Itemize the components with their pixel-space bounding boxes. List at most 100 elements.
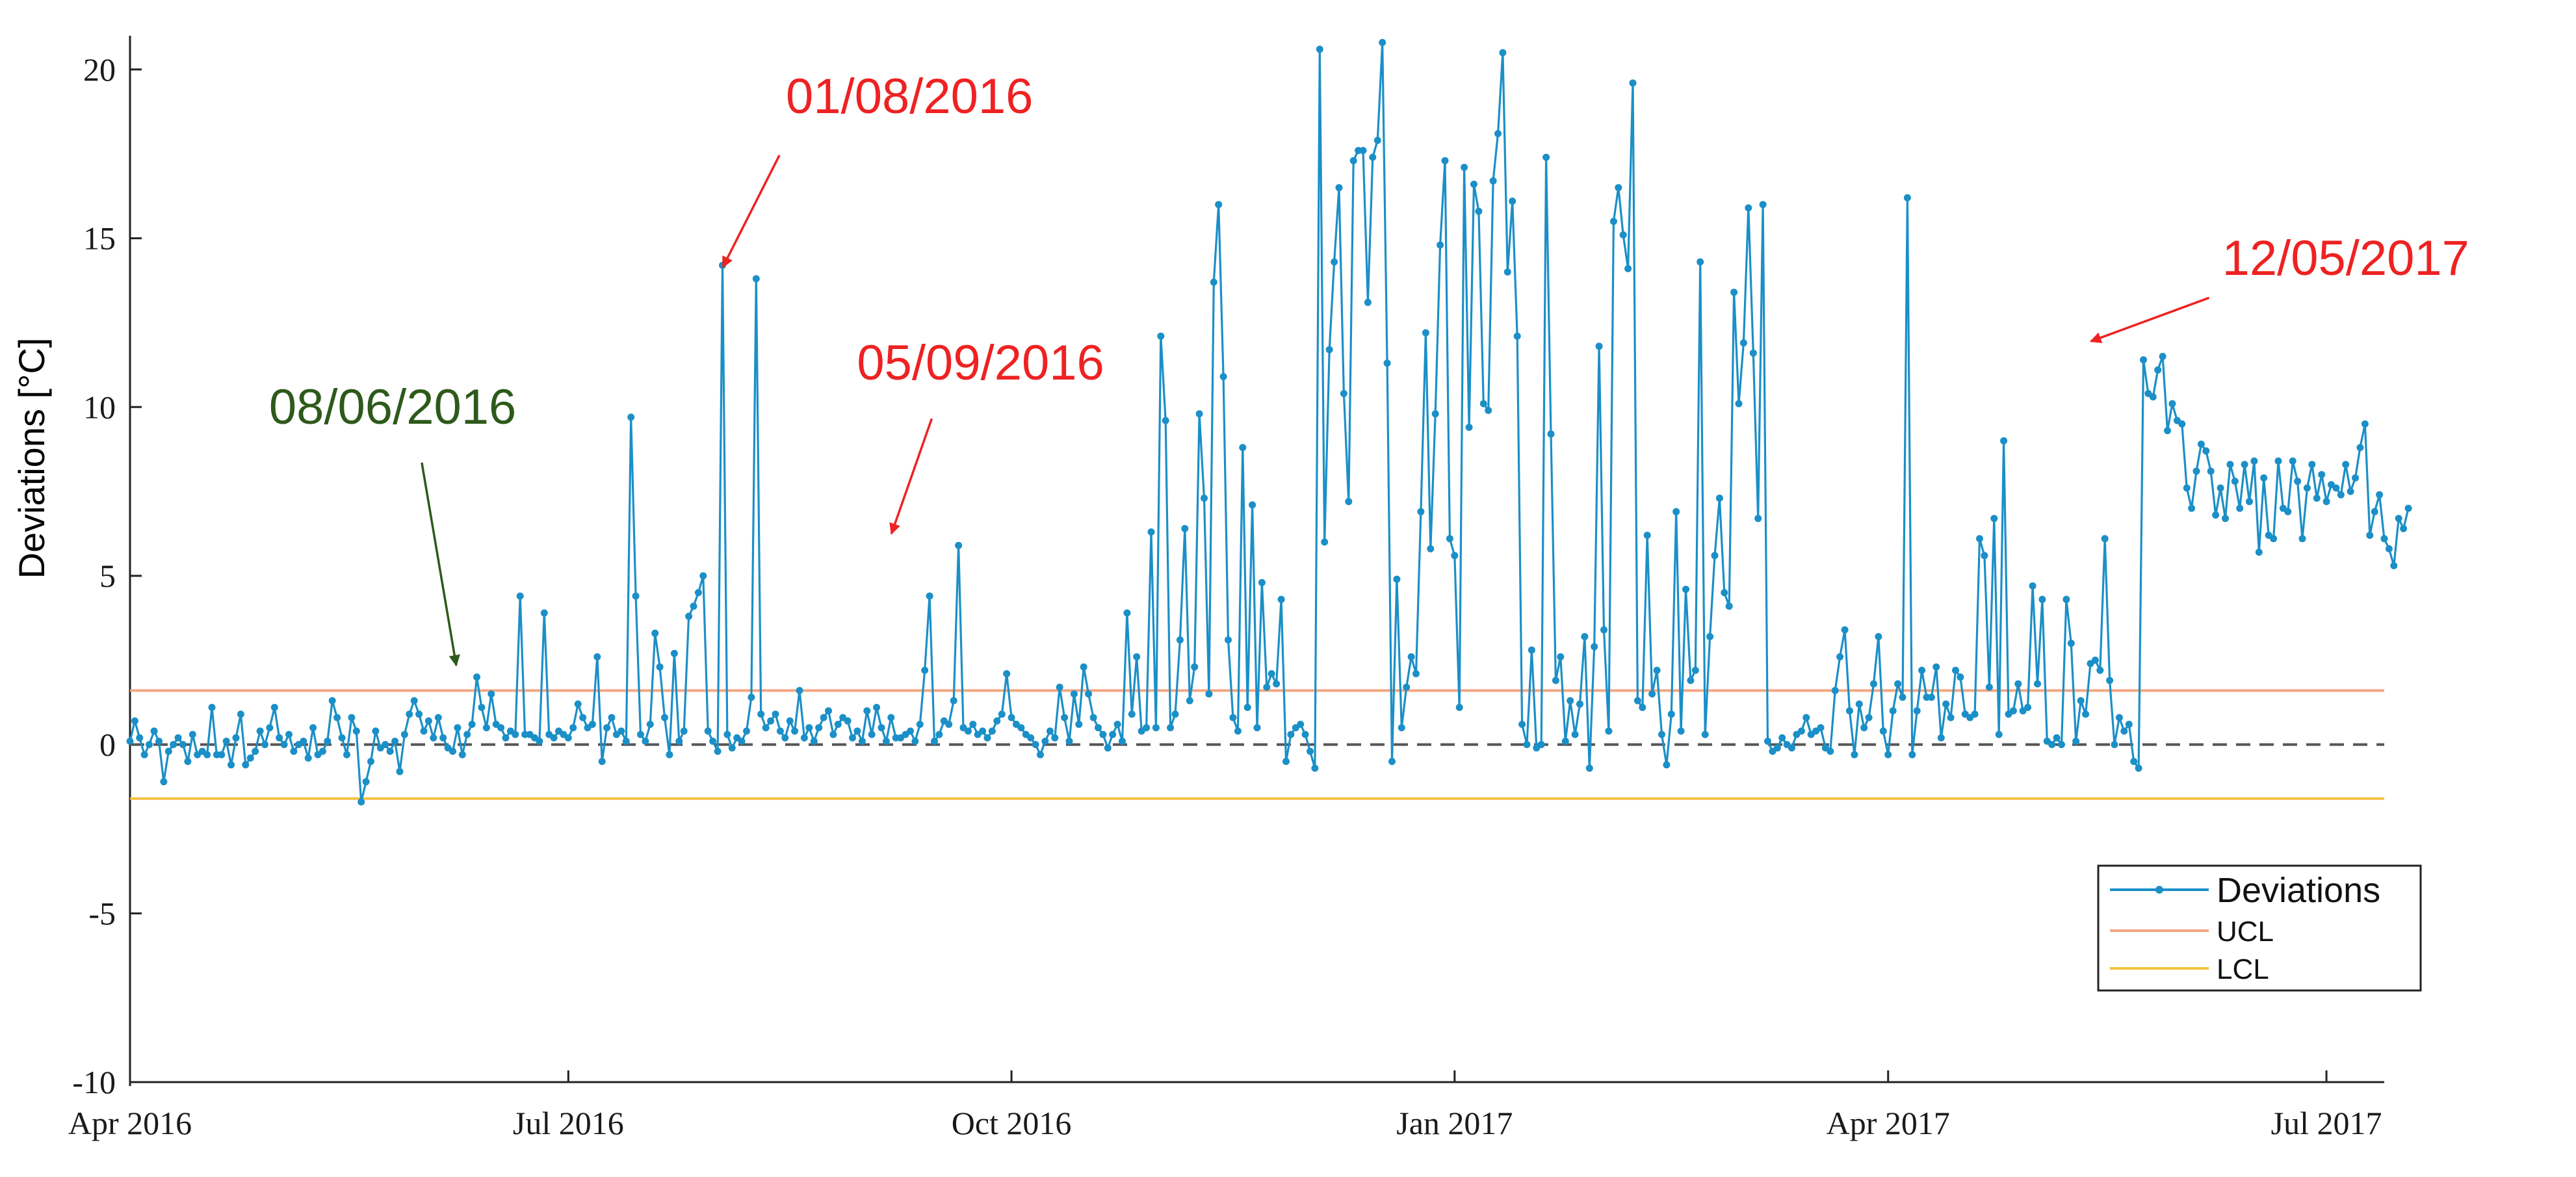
y-tick-label: 20: [83, 51, 116, 88]
deviations-point: [878, 724, 885, 732]
deviations-point: [1364, 298, 1372, 306]
deviations-point: [430, 734, 437, 742]
deviations-point: [1195, 410, 1203, 418]
deviations-point: [820, 714, 827, 721]
deviations-point: [618, 727, 625, 735]
deviations-point: [1561, 738, 1569, 745]
deviations-point: [2101, 535, 2109, 543]
deviations-point: [1427, 545, 1435, 552]
deviations-point: [608, 714, 616, 721]
deviations-point: [1485, 407, 1492, 414]
deviations-point: [2322, 498, 2330, 506]
deviations-point: [651, 629, 659, 637]
deviations-point: [1070, 690, 1078, 698]
deviations-point: [1383, 359, 1391, 367]
deviations-point: [1186, 697, 1193, 705]
deviations-point: [998, 710, 1006, 718]
annotation-arrow: [2089, 296, 2210, 343]
deviations-point: [1388, 758, 1396, 766]
deviations-point: [1730, 289, 1738, 296]
deviations-point: [1672, 508, 1680, 515]
annotation-arrow: [889, 418, 933, 535]
deviations-point: [2125, 721, 2133, 728]
deviations-point: [497, 724, 505, 732]
deviations-point: [164, 747, 172, 755]
deviations-point: [1412, 670, 1420, 678]
deviations-point: [2009, 707, 2017, 715]
deviations-point: [815, 724, 823, 732]
deviations-point: [1287, 731, 1295, 738]
deviations-point: [767, 717, 775, 725]
deviations-point: [1167, 724, 1175, 732]
deviations-point: [950, 697, 957, 705]
deviations-point: [170, 741, 177, 749]
deviations-point: [270, 704, 278, 711]
deviations-point: [1860, 724, 1868, 732]
deviations-point: [1331, 258, 1338, 266]
deviations-point: [955, 541, 963, 549]
deviations-point: [1181, 524, 1189, 532]
deviations-point: [694, 589, 702, 597]
deviations-point: [1667, 710, 1675, 718]
deviations-point: [1846, 707, 1853, 715]
deviations-point: [1407, 653, 1415, 661]
deviations-point: [603, 724, 611, 732]
deviations-point: [1788, 744, 1795, 752]
deviations-point: [1089, 714, 1097, 721]
deviations-point: [2106, 677, 2114, 684]
deviations-point: [1797, 727, 1805, 735]
deviations-point: [743, 727, 750, 735]
deviations-point: [2202, 447, 2210, 455]
x-tick-label: Oct 2016: [952, 1105, 1072, 1141]
deviations-point: [1567, 697, 1574, 705]
deviations-point: [358, 798, 365, 806]
deviations-point: [1721, 589, 1728, 597]
deviations-point: [1046, 727, 1054, 735]
deviations-point: [829, 731, 837, 738]
deviations-point: [454, 724, 462, 732]
deviations-point: [1455, 704, 1463, 711]
deviations-point: [2231, 478, 2239, 485]
deviations-point: [1273, 680, 1281, 688]
deviations-point: [150, 727, 158, 735]
deviations-point: [550, 734, 558, 742]
deviations-point: [540, 609, 548, 617]
deviations-point: [458, 751, 466, 758]
deviations-point: [1851, 751, 1858, 758]
deviations-point: [2356, 444, 2364, 452]
deviations-point: [1215, 201, 1223, 209]
deviations-point: [863, 707, 871, 715]
deviations-point: [738, 738, 746, 745]
deviations-point: [1311, 764, 1319, 772]
deviations-point: [1225, 636, 1232, 644]
deviations-point: [800, 734, 808, 742]
deviations-point: [1518, 721, 1526, 728]
deviations-point: [146, 741, 153, 749]
deviations-point: [2067, 640, 2075, 647]
deviations-point: [1947, 714, 1955, 721]
deviations-point: [2217, 484, 2224, 492]
x-tick-label: Apr 2016: [68, 1105, 192, 1141]
deviations-point: [1417, 508, 1425, 515]
deviations-point: [1619, 231, 1627, 239]
deviations-point: [512, 731, 519, 738]
deviations-point: [1691, 666, 1699, 674]
deviations-point: [2135, 764, 2142, 772]
deviations-point: [1340, 390, 1347, 397]
deviations-point: [2385, 545, 2393, 552]
deviations-point: [1981, 552, 1988, 560]
deviations-point: [2154, 366, 2162, 374]
deviations-point: [372, 727, 380, 735]
deviations-point: [1995, 731, 2003, 738]
deviations-point: [805, 724, 813, 732]
deviations-point: [1277, 595, 1285, 603]
deviations-point: [2222, 515, 2229, 523]
deviations-point: [834, 721, 842, 728]
deviations-point: [1479, 400, 1487, 407]
deviations-point: [1706, 633, 1714, 640]
deviations-point: [1133, 653, 1141, 661]
deviations-point: [2159, 352, 2166, 360]
deviations-point: [564, 734, 572, 742]
deviations-point: [1205, 690, 1213, 698]
